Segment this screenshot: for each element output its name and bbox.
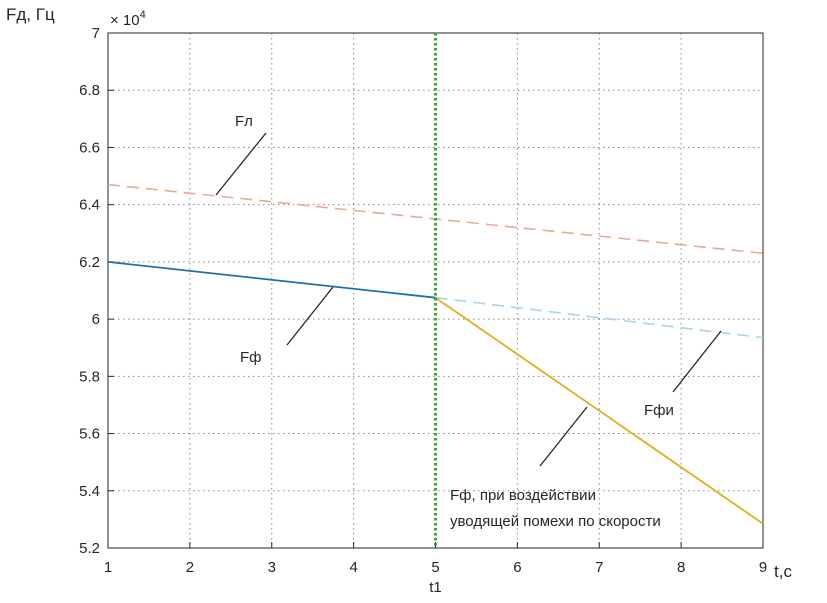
y-axis-label: Fд, Гц <box>6 5 55 24</box>
series-ff-line <box>107 261 436 299</box>
t1-marker-layer: t1 <box>429 33 442 596</box>
y-tick-label: 6.2 <box>79 254 100 271</box>
y-tick-label: 6.8 <box>79 82 100 99</box>
x-tick-label: 3 <box>268 559 276 576</box>
leader-ff-jammed <box>539 406 588 467</box>
x-tick-label: 6 <box>513 559 521 576</box>
leader-fl <box>215 132 267 196</box>
y-exponent-label: × 104 <box>110 9 146 29</box>
y-exponent-power: 4 <box>140 9 146 21</box>
y-tick-label: 5.4 <box>79 483 100 500</box>
annotation-labels: Fл Fф Fфи Fф, при воздействии уводящей помех… <box>235 113 674 530</box>
leader-ff <box>286 286 334 346</box>
t1-marker-label: t1 <box>429 579 442 596</box>
series-ffi-line <box>435 296 764 339</box>
x-tick-label: 7 <box>595 559 603 576</box>
y-tick-label: 6.4 <box>79 197 100 214</box>
y-tick-label: 5.8 <box>79 368 100 385</box>
y-tick-label: 7 <box>92 25 100 42</box>
annotation-fl: Fл <box>235 113 253 130</box>
x-axis-label: t,с <box>774 562 792 581</box>
y-tick-label: 6.6 <box>79 139 100 156</box>
x-tick-label: 2 <box>186 559 194 576</box>
annotation-ffi: Fфи <box>644 402 674 419</box>
y-tick-label: 5.2 <box>79 540 100 557</box>
leader-ffi <box>672 330 722 393</box>
annotation-ff-jammed: Fф, при воздействии уводящей помехи по ск… <box>450 487 661 530</box>
series-ff-jammed-line <box>434 296 764 525</box>
y-tick-label: 5.6 <box>79 426 100 443</box>
x-tick-label: 4 <box>349 559 357 576</box>
x-tick-label: 8 <box>677 559 685 576</box>
x-tick-label: 5 <box>431 559 439 576</box>
tick-labels: 1 2 3 4 5 6 7 8 9 5.2 5.4 5.6 5.8 6 6.2 6.4 6.6 6.8 7 <box>79 25 767 576</box>
x-tick-label: 9 <box>759 559 767 576</box>
annotation-leaders <box>215 132 722 467</box>
x-tick-label: 1 <box>104 559 112 576</box>
annotation-ff-jammed-line: уводящей помехи по скорости <box>450 513 661 530</box>
y-tick-label: 6 <box>92 311 100 328</box>
annotation-ff-jammed-line: Fф, при воздействии <box>450 487 596 504</box>
annotation-ff: Fф <box>240 349 262 366</box>
